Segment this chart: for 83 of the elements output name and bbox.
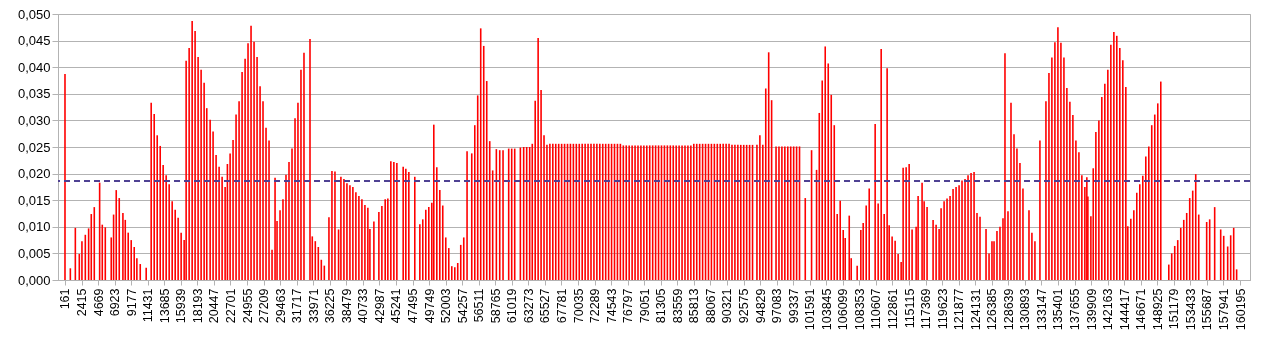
x-tick-label: 90321	[720, 288, 735, 324]
x-tick-label: 24955	[240, 288, 255, 324]
x-tick-label: 36225	[323, 288, 338, 324]
x-tick-label: 52003	[439, 288, 454, 324]
x-tick-label: 133147	[1034, 288, 1049, 331]
x-tick-label: 88067	[703, 288, 718, 324]
y-tick-label: 0,035	[17, 86, 51, 102]
x-tick-label: 61019	[505, 288, 520, 324]
x-tick-label: 153433	[1183, 288, 1198, 331]
x-tick-label: 130893	[1018, 288, 1033, 331]
x-tick-label: 94829	[753, 288, 768, 324]
y-tick-label: 0,040	[17, 59, 51, 75]
x-tick-label: 144417	[1117, 288, 1132, 331]
x-tick-label: 142163	[1101, 288, 1116, 331]
x-tick-label: 119623	[935, 288, 950, 330]
x-tick-label: 146671	[1134, 288, 1149, 331]
x-tick-label: 63273	[521, 288, 536, 324]
x-tick-label: 137655	[1068, 288, 1083, 331]
x-tick-label: 9177	[124, 288, 139, 317]
x-tick-label: 126385	[985, 288, 1000, 331]
y-tick-label: 0,025	[17, 139, 51, 155]
x-tick-label: 135401	[1051, 288, 1066, 331]
x-tick-label: 38479	[339, 288, 354, 324]
x-tick-label: 92575	[737, 288, 752, 324]
x-tick-label: 74543	[604, 288, 619, 324]
x-tick-label: 65527	[538, 288, 553, 324]
x-tick-label: 85813	[687, 288, 702, 324]
x-tick-label: 81305	[654, 288, 669, 324]
x-tick-label: 151179	[1167, 288, 1182, 330]
x-tick-label: 124131	[968, 288, 983, 331]
x-tick-label: 110607	[869, 288, 884, 330]
x-tick-label: 56511	[472, 288, 487, 323]
x-tick-label: 72289	[588, 288, 603, 324]
x-tick-label: 97083	[770, 288, 785, 324]
x-tick-label: 79051	[637, 288, 652, 324]
y-tick-label: 0,015	[17, 192, 51, 208]
x-tick-label: 117369	[919, 288, 934, 330]
x-tick-label: 103845	[819, 288, 834, 331]
x-tick-label: 128639	[1001, 288, 1016, 331]
x-tick-label: 2415	[75, 288, 90, 317]
y-tick-label: 0,000	[17, 272, 51, 288]
x-tick-label: 70035	[571, 288, 586, 324]
x-tick-label: 108353	[852, 288, 867, 331]
x-tick-label: 6923	[108, 288, 123, 317]
x-tick-label: 18193	[190, 288, 205, 324]
x-tick-label: 20447	[207, 288, 222, 324]
y-tick-label: 0,045	[17, 33, 51, 49]
x-tick-label: 115115	[902, 288, 917, 329]
x-tick-label: 49749	[422, 288, 437, 324]
y-tick-label: 0,030	[17, 112, 51, 128]
x-tick-label: 54257	[455, 288, 470, 324]
x-tick-label: 42987	[372, 288, 387, 324]
y-tick-label: 0,010	[17, 219, 51, 235]
x-tick-label: 11431	[141, 288, 156, 323]
x-tick-label: 76797	[621, 288, 636, 324]
x-tick-label: 99337	[786, 288, 801, 324]
x-tick-label: 58765	[488, 288, 503, 324]
x-tick-label: 161	[58, 288, 73, 310]
x-tick-label: 29463	[273, 288, 288, 324]
x-tick-label: 15939	[174, 288, 189, 324]
x-tick-label: 106099	[836, 288, 851, 331]
x-tick-label: 13685	[157, 288, 172, 324]
x-tick-label: 45241	[389, 288, 404, 324]
x-tick-label: 121877	[952, 288, 967, 331]
x-tick-label: 112861	[885, 288, 900, 330]
x-tick-label: 40733	[356, 288, 371, 324]
x-tick-label: 155687	[1200, 288, 1215, 331]
x-tick-label: 148925	[1150, 288, 1165, 331]
x-tick-label: 22701	[223, 288, 238, 324]
x-tick-label: 139909	[1084, 288, 1099, 331]
x-tick-label: 31717	[290, 288, 305, 324]
y-tick-label: 0,020	[17, 166, 51, 182]
x-tick-label: 33971	[306, 288, 321, 324]
x-tick-label: 101591	[803, 288, 818, 331]
x-tick-label: 67781	[554, 288, 569, 324]
x-tick-label: 27209	[257, 288, 272, 324]
x-tick-label: 47495	[406, 288, 421, 324]
x-tick-label: 4669	[91, 288, 106, 317]
y-tick-label: 0,005	[17, 245, 51, 261]
y-tick-label: 0,050	[17, 6, 51, 22]
x-tick-label: 157941	[1216, 288, 1231, 331]
x-tick-label: 83559	[670, 288, 685, 324]
x-tick-label: 160195	[1233, 288, 1248, 331]
